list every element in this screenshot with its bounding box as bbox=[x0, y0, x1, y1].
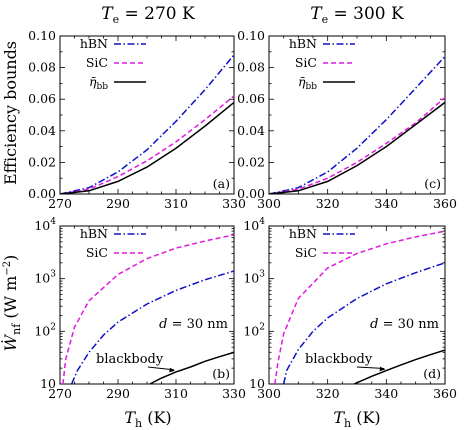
series-line-sic bbox=[60, 95, 234, 194]
x-tick-label: 330 bbox=[222, 386, 246, 401]
panel-d: 300 320 340 360 10 102 103 104 hBN SiC (d) d = 30 n… bbox=[243, 217, 457, 401]
y-tick-label: 0.10 bbox=[28, 28, 56, 43]
legend-label: η̄bb bbox=[298, 74, 317, 92]
x-tick-label: 360 bbox=[433, 386, 457, 401]
y-tick-label: 0.08 bbox=[28, 60, 56, 75]
x-tick-label: 290 bbox=[106, 196, 130, 211]
y-tick-label: 10 bbox=[40, 376, 56, 391]
series-line-sic bbox=[274, 230, 445, 384]
y-tick-label: 104 bbox=[34, 217, 56, 233]
panel-label: (c) bbox=[424, 176, 441, 191]
series-line-sic bbox=[62, 234, 234, 384]
y-tick-label: 102 bbox=[243, 322, 265, 338]
annotation-arrow bbox=[147, 366, 175, 371]
y-tick-label: 103 bbox=[243, 270, 265, 286]
y-tick-label: 102 bbox=[34, 322, 56, 338]
y-tick-label: 0.04 bbox=[28, 123, 56, 138]
y-tick-label: 0.04 bbox=[237, 123, 265, 138]
legend-label: η̄bb bbox=[89, 74, 108, 92]
legend-label: hBN bbox=[289, 36, 317, 51]
series-line-sic bbox=[269, 97, 445, 194]
legend-label: SiC bbox=[86, 55, 108, 70]
y-tick-label: 0.08 bbox=[237, 60, 265, 75]
annotation-distance: d = 30 nm bbox=[370, 317, 439, 332]
y-tick-label: 0.02 bbox=[28, 154, 56, 169]
ylabel-bottom: Ẇnf (W m−2) bbox=[0, 255, 23, 352]
x-tick-label: 270 bbox=[48, 196, 72, 211]
y-tick-label: 0.06 bbox=[28, 91, 56, 106]
legend-label: hBN bbox=[80, 226, 108, 241]
x-tick-label: 320 bbox=[316, 196, 340, 211]
series-line-hbn bbox=[70, 270, 234, 384]
series-line-bb bbox=[60, 101, 234, 194]
annotation-blackbody: blackbody bbox=[96, 352, 164, 367]
panel-b: 270 290 310 330 10 102 103 104 hBN SiC (b) d = 30 n… bbox=[34, 217, 246, 401]
legend-label: SiC bbox=[295, 245, 317, 260]
x-tick-label: 300 bbox=[257, 386, 281, 401]
xlabel-left: Th (K) bbox=[124, 408, 171, 430]
panel-c: 300 320 340 360 0.00 0.02 0.04 0.06 0.08 0.10 hBN S… bbox=[237, 28, 457, 211]
x-tick-label: 290 bbox=[106, 386, 130, 401]
y-tick-label: 0.06 bbox=[237, 91, 265, 106]
legend-label: SiC bbox=[295, 55, 317, 70]
x-tick-label: 310 bbox=[164, 386, 188, 401]
legend-label: hBN bbox=[80, 36, 108, 51]
ylabel-top: Efficiency bounds bbox=[1, 41, 20, 185]
panel-a: 270 290 310 330 0.00 0.02 0.04 0.06 0.08 0.10 hBN S… bbox=[28, 28, 246, 211]
panel-label: (b) bbox=[212, 366, 230, 381]
x-tick-label: 340 bbox=[374, 386, 398, 401]
annotation-arrow bbox=[356, 366, 385, 370]
panel-label: (d) bbox=[423, 366, 441, 381]
annotation-distance: d = 30 nm bbox=[159, 317, 228, 332]
y-tick-label: 103 bbox=[34, 270, 56, 286]
x-tick-label: 360 bbox=[433, 196, 457, 211]
x-tick-label: 300 bbox=[257, 196, 281, 211]
series-line-hbn bbox=[282, 262, 445, 384]
arrow-head bbox=[169, 367, 175, 373]
x-tick-label: 340 bbox=[374, 196, 398, 211]
legend-label: hBN bbox=[289, 226, 317, 241]
series-line-blackbody bbox=[149, 351, 234, 384]
annotation-blackbody: blackbody bbox=[305, 352, 373, 367]
y-tick-label: 0.02 bbox=[237, 154, 265, 169]
xlabel-right: Th (K) bbox=[333, 408, 380, 430]
series-line-hbn bbox=[60, 54, 234, 194]
y-tick-label: 0.10 bbox=[237, 28, 265, 43]
y-tick-label: 0.00 bbox=[28, 186, 56, 201]
x-tick-label: 310 bbox=[164, 196, 188, 211]
arrow-head bbox=[379, 366, 386, 372]
series-line-blackbody bbox=[353, 349, 445, 384]
panel-label: (a) bbox=[213, 176, 230, 191]
legend-label: SiC bbox=[86, 245, 108, 260]
x-tick-label: 330 bbox=[222, 196, 246, 211]
x-tick-label: 320 bbox=[316, 386, 340, 401]
series-line-hbn bbox=[269, 55, 445, 194]
title-left: Te = 270 K bbox=[101, 4, 195, 26]
x-tick-label: 270 bbox=[48, 386, 72, 401]
y-tick-label: 104 bbox=[243, 217, 265, 233]
y-tick-label: 0.00 bbox=[237, 186, 265, 201]
series-line-bb bbox=[269, 101, 445, 194]
title-right: Te = 300 K bbox=[310, 4, 404, 26]
y-tick-label: 10 bbox=[249, 376, 265, 391]
